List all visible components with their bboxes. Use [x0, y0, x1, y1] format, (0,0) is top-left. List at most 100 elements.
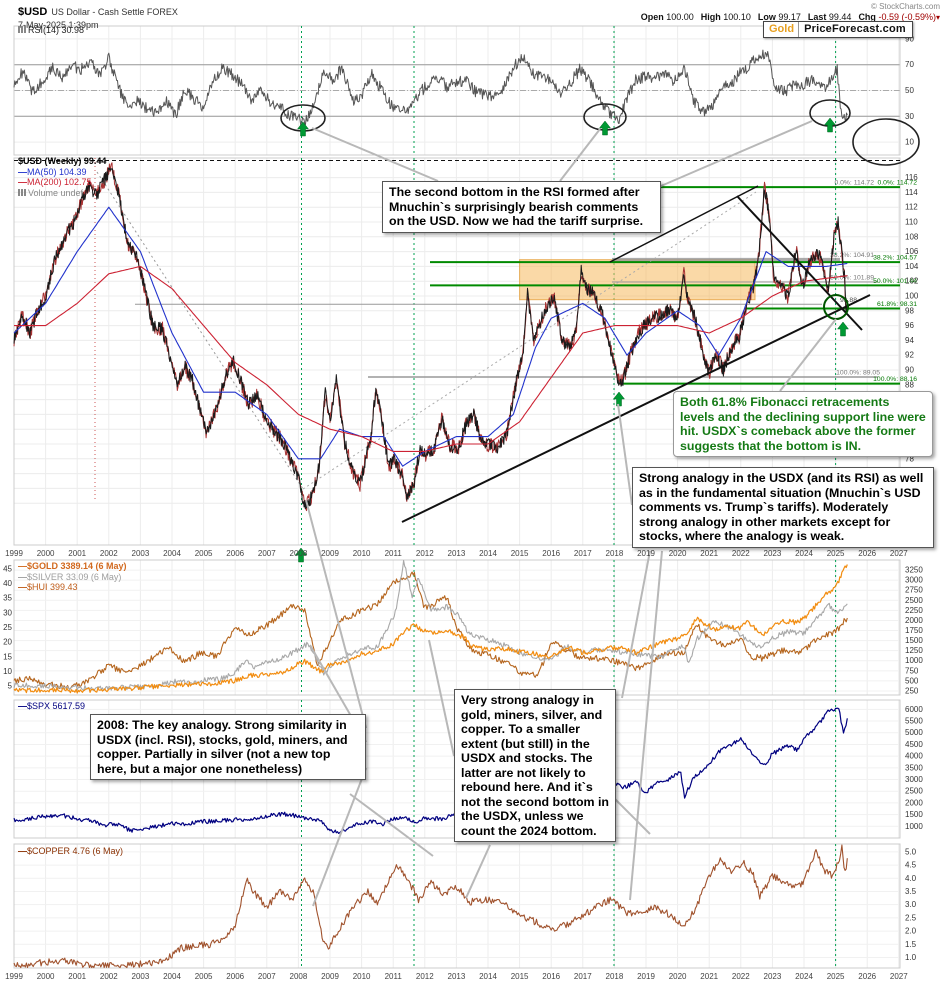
svg-text:2750: 2750: [905, 586, 923, 595]
svg-text:5500: 5500: [905, 717, 923, 726]
logo-site-text: PriceForecast.com: [804, 23, 906, 35]
copper-legend-label: $COPPER 4.76 (6 May): [18, 846, 123, 857]
svg-text:2026: 2026: [858, 549, 876, 558]
open-label: Open: [640, 12, 664, 22]
svg-text:35: 35: [3, 594, 12, 603]
svg-text:2002: 2002: [100, 972, 118, 981]
svg-text:50: 50: [905, 86, 914, 95]
svg-text:2000: 2000: [905, 798, 923, 807]
spx-legend-label: $SPX 5617.59: [18, 701, 85, 712]
svg-text:116: 116: [905, 173, 918, 182]
svg-text:1.0: 1.0: [905, 953, 917, 962]
svg-text:98: 98: [905, 306, 914, 315]
svg-text:1000: 1000: [905, 822, 923, 831]
svg-text:2010: 2010: [353, 972, 371, 981]
svg-text:100: 100: [905, 292, 919, 301]
svg-text:2001: 2001: [68, 972, 86, 981]
svg-text:2027: 2027: [890, 549, 908, 558]
svg-text:2000: 2000: [37, 972, 55, 981]
spx-line: [13, 707, 848, 834]
svg-text:94: 94: [905, 336, 914, 345]
svg-text:2011: 2011: [385, 972, 403, 981]
volume-icon: [18, 188, 26, 196]
svg-text:2008: 2008: [290, 972, 308, 981]
svg-text:2004: 2004: [163, 972, 181, 981]
svg-text:108: 108: [905, 232, 919, 241]
svg-text:3250: 3250: [905, 566, 923, 575]
svg-text:2500: 2500: [905, 787, 923, 796]
hui-legend-label: $HUI 399.43: [18, 582, 127, 593]
svg-text:2001: 2001: [68, 549, 86, 558]
svg-text:2250: 2250: [905, 606, 923, 615]
svg-text:1000: 1000: [905, 656, 923, 665]
spx-legend: $SPX 5617.59: [18, 701, 85, 712]
svg-text:2003: 2003: [132, 549, 150, 558]
svg-text:2022: 2022: [732, 549, 750, 558]
goldpriceforecast-logo: Gold PriceForecast.com: [763, 21, 913, 38]
analogy-note-box: Strong analogy in the USDX (and its RSI)…: [632, 467, 934, 548]
chart-header: $USD US Dollar - Cash Settle FOREX 7-May-…: [18, 2, 178, 30]
svg-text:1250: 1250: [905, 646, 923, 655]
svg-text:100.0%: 89.05: 100.0%: 89.05: [836, 370, 880, 377]
ma200-legend-label: MA(200) 102.75: [18, 177, 106, 188]
svg-text:2011: 2011: [385, 549, 403, 558]
chart-datetime: 7-May-2025 1:39pm: [18, 20, 99, 30]
symbol-description: US Dollar - Cash Settle FOREX: [51, 7, 178, 17]
green-arrow-rsi-2025: [823, 117, 837, 133]
ma50-line: [13, 206, 848, 467]
chg-label: Chg: [858, 12, 876, 22]
gold-legend-label: $GOLD 3389.14 (6 May): [18, 561, 127, 572]
svg-text:100.0%: 88.16: 100.0%: 88.16: [873, 376, 917, 383]
ma50-legend-label: MA(50) 104.39: [18, 167, 106, 178]
chg-dropdown-caret[interactable]: ▾: [935, 13, 940, 22]
usdx-legend: $USD (Weekly) 99.44 MA(50) 104.39 MA(200…: [18, 156, 106, 198]
svg-text:98.88: 98.88: [840, 297, 857, 304]
indicator-icon: [18, 26, 26, 33]
quote-bar: Open 100.00 High 100.10 Low 99.17 Last 99.4…: [641, 12, 940, 22]
svg-text:4.5: 4.5: [905, 861, 917, 870]
gold-line: [13, 564, 848, 694]
svg-text:3500: 3500: [905, 763, 923, 772]
svg-text:114: 114: [905, 188, 918, 197]
low-label: Low: [757, 12, 776, 22]
svg-text:1.5: 1.5: [905, 940, 917, 949]
fib-note-box: Both 61.8% Fibonacci retracements levels…: [673, 391, 933, 457]
svg-text:2027: 2027: [890, 972, 908, 981]
high-label: High: [700, 12, 721, 22]
green-arrow-usd-2008: [294, 547, 308, 563]
svg-text:70: 70: [905, 60, 914, 69]
logo-gold-text: Gold: [764, 22, 800, 37]
chg-value: -0.59 (-0.59%): [878, 12, 936, 22]
silver-legend-label: $SILVER 33.09 (6 May): [18, 572, 127, 583]
ma200-line: [14, 265, 848, 452]
svg-text:2016: 2016: [542, 549, 560, 558]
rsi-current-ellipse: [852, 118, 920, 166]
svg-text:6000: 6000: [905, 705, 923, 714]
svg-text:1999: 1999: [5, 549, 23, 558]
last-value: 99.44: [828, 12, 852, 22]
svg-text:4500: 4500: [905, 740, 923, 749]
svg-text:15: 15: [3, 652, 12, 661]
svg-text:20: 20: [3, 638, 12, 647]
green-arrow-usd-2025: [836, 321, 850, 337]
rsi-legend-label: RSI(14) 30.98: [28, 25, 85, 35]
svg-text:2024: 2024: [795, 972, 813, 981]
svg-text:96: 96: [905, 321, 914, 330]
svg-text:112: 112: [905, 203, 918, 212]
svg-text:2014: 2014: [479, 549, 497, 558]
svg-text:4000: 4000: [905, 752, 923, 761]
svg-text:250: 250: [905, 686, 919, 695]
svg-text:30: 30: [3, 608, 12, 617]
svg-text:104: 104: [905, 262, 919, 271]
svg-text:2020: 2020: [669, 972, 687, 981]
svg-text:38.2%: 104.91: 38.2%: 104.91: [830, 252, 874, 259]
svg-text:3000: 3000: [905, 576, 923, 585]
svg-text:78: 78: [905, 454, 914, 463]
svg-text:500: 500: [905, 676, 919, 685]
svg-text:2007: 2007: [258, 549, 276, 558]
key-analogy-note-box: 2008: The key analogy. Strong similarity…: [90, 714, 366, 780]
svg-text:750: 750: [905, 666, 919, 675]
svg-text:1750: 1750: [905, 626, 923, 635]
svg-text:106: 106: [905, 247, 919, 256]
svg-text:10: 10: [905, 138, 914, 147]
